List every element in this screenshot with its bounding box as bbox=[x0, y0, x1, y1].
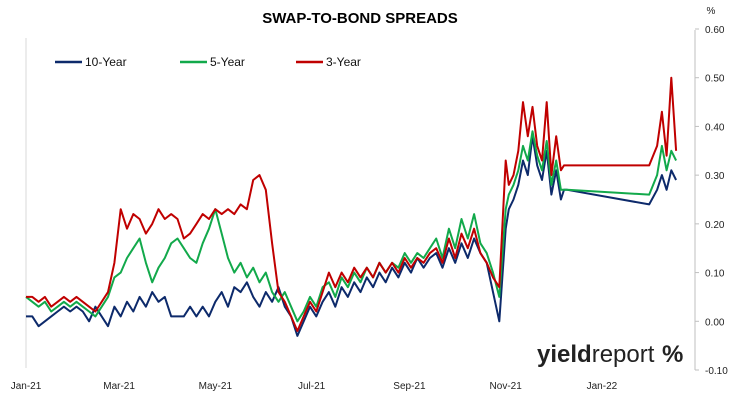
y-tick-label: 0.30 bbox=[705, 171, 725, 182]
y-axis-unit: % bbox=[707, 6, 716, 17]
y-tick-label: 0.60 bbox=[705, 25, 725, 36]
brand-percent-symbol: % bbox=[662, 341, 683, 368]
legend-label-5-year: 5-Year bbox=[210, 55, 245, 69]
chart-title: SWAP-TO-BOND SPREADS bbox=[262, 10, 458, 27]
y-tick-label: 0.00 bbox=[705, 317, 725, 328]
x-tick-label: Nov-21 bbox=[490, 381, 523, 392]
brand-yield: yield bbox=[537, 341, 592, 368]
y-axis: -0.10 0.00 0.10 0.20 0.30 0.40 0.50 0.60 bbox=[695, 25, 728, 377]
x-tick-label: Sep-21 bbox=[393, 381, 426, 392]
yieldreport-logo: yieldreport % bbox=[537, 341, 683, 368]
legend-label-10-year: 10-Year bbox=[85, 55, 127, 69]
brand-report: report bbox=[592, 341, 655, 368]
series-layer bbox=[25, 76, 678, 337]
y-tick-label: 0.40 bbox=[705, 122, 725, 133]
series-line-5-year bbox=[25, 130, 677, 323]
x-tick-label: Jan-22 bbox=[587, 381, 618, 392]
legend: 10-Year 5-Year 3-Year bbox=[55, 55, 361, 69]
x-tick-label: Jan-21 bbox=[11, 381, 42, 392]
y-tick-label: 0.20 bbox=[705, 220, 725, 231]
series-line-10-year bbox=[26, 135, 677, 337]
x-axis: Jan-21 Mar-21 May-21 Jul-21 Sep-21 Nov-21 Jan-… bbox=[11, 381, 618, 392]
x-tick-label: Mar-21 bbox=[103, 381, 135, 392]
y-tick-label: 0.10 bbox=[705, 269, 725, 280]
series-line-3-year bbox=[26, 76, 678, 332]
legend-label-3-year: 3-Year bbox=[326, 55, 361, 69]
x-tick-label: Jul-21 bbox=[298, 381, 326, 392]
y-tick-label: -0.10 bbox=[705, 366, 728, 377]
brand-wordmark: yieldreport bbox=[537, 341, 655, 368]
x-tick-label: May-21 bbox=[199, 381, 233, 392]
y-tick-label: 0.50 bbox=[705, 74, 725, 85]
